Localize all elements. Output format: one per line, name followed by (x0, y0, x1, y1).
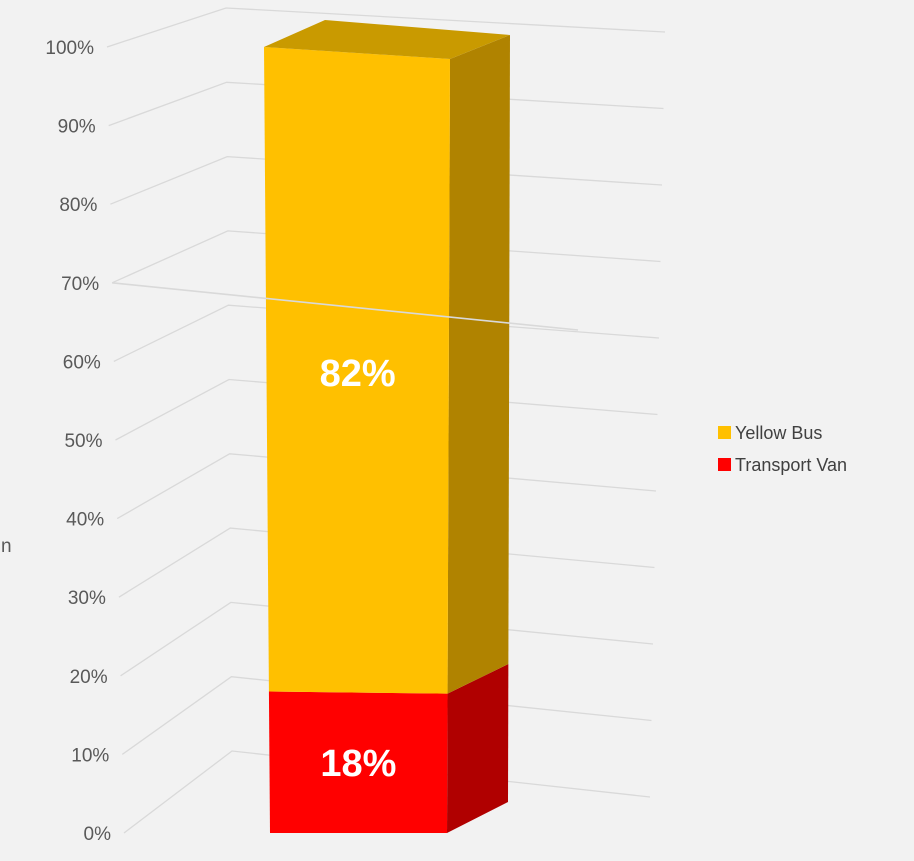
transport-van-legend-label: Transport Van (735, 455, 847, 475)
yellow-bus-data-label: 82% (320, 353, 396, 395)
y-tick-label: 60% (63, 352, 101, 373)
y-tick-label: 10% (71, 745, 109, 766)
y-tick-label: 40% (66, 510, 104, 531)
gridline (113, 304, 660, 362)
y-tick-label: 80% (59, 195, 97, 216)
gridline (106, 7, 666, 48)
gridline (115, 378, 658, 441)
transport-van-segment (268, 691, 448, 833)
gridline (120, 601, 654, 677)
gridline (108, 81, 664, 127)
yellow-bus-legend-label: Yellow Bus (735, 423, 822, 443)
y-tick-label: 20% (70, 667, 108, 688)
yellow-bus-side-face (447, 35, 510, 694)
gridline-front (112, 282, 579, 331)
data-labels: 18% 82% (112, 282, 579, 785)
transport-van-data-label: 18% (320, 743, 396, 785)
gridline (116, 453, 657, 520)
y-tick-label: 30% (68, 588, 106, 609)
transport-van-legend-swatch (718, 458, 731, 471)
y-tick-label: 70% (61, 274, 99, 295)
gridline (118, 527, 655, 598)
transport-van-side-face (447, 663, 509, 833)
gridline (121, 676, 652, 755)
y-tick-label: 0% (84, 824, 112, 845)
y-tick-label: 50% (64, 431, 102, 452)
stacked-column (264, 20, 510, 833)
yellow-bus-segment (264, 47, 450, 694)
gridline (110, 155, 663, 205)
y-tick-label: 90% (58, 117, 96, 138)
yellow-bus-legend-swatch (718, 426, 731, 439)
column-top-face (264, 20, 510, 59)
y-tick-label: 100% (45, 38, 94, 59)
gridlines (106, 7, 666, 834)
legend: Yellow Bus Transport Van (718, 423, 847, 475)
y-axis-tick-labels: 0% 10% 20% 30% 40% 50% 60% 70% 80% 90% 100% (45, 38, 111, 845)
gridline (123, 750, 651, 834)
gridline (111, 230, 661, 284)
clipped-axis-title-fragment: n (1, 536, 12, 557)
